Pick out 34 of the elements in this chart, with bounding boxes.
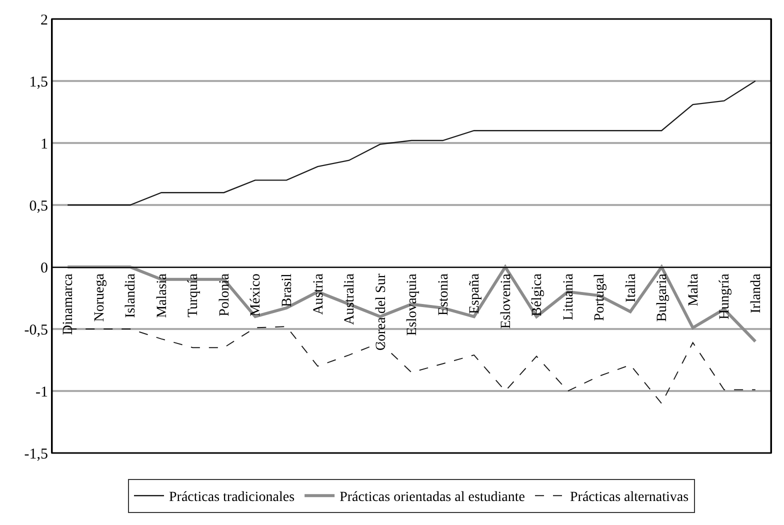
x-tick-label: Portugal (592, 274, 608, 322)
y-tick-label: -0,5 (24, 322, 48, 338)
x-tick-label: Turquía (186, 272, 202, 318)
x-tick-label: Lituania (561, 272, 576, 320)
x-tick-label: Australia (342, 272, 358, 325)
x-tick-label: Corea del Sur (374, 273, 389, 351)
x-tick-label: Islandia (124, 272, 139, 318)
x-tick-label: Bélgica (530, 272, 546, 316)
x-tick-label: Estonia (436, 272, 452, 316)
x-tick-label: Italia (624, 272, 639, 302)
legend-label: Prácticas alternativas (570, 490, 689, 506)
y-tick-label: -1 (36, 384, 48, 400)
legend-label: Prácticas orientadas al estudiante (340, 490, 525, 506)
y-tick-label: 2 (40, 12, 48, 28)
x-tick-label: Bulgaria (655, 272, 670, 322)
x-tick-label: España (468, 272, 483, 314)
x-tick-label: Eslovenia (498, 272, 514, 329)
y-tick-label: 0,5 (29, 198, 48, 214)
x-tick-label: México (248, 274, 264, 316)
x-tick-label: Eslovaquia (405, 272, 420, 336)
x-tick-label: Dinamarca (61, 272, 76, 336)
x-tick-label: Austria (311, 272, 326, 315)
y-tick-label: -1,5 (24, 446, 48, 462)
legend-label: Prácticas tradicionales (169, 490, 295, 506)
x-tick-label: Polonia (217, 272, 232, 316)
x-tick-label: Noruega (92, 272, 108, 322)
x-tick-label: Irlanda (748, 272, 764, 314)
y-tick-label: 1 (40, 136, 48, 152)
x-tick-label: Brasil (280, 274, 296, 308)
y-tick-label: 0 (40, 260, 48, 276)
x-tick-label: Malasia (154, 272, 170, 318)
x-tick-label: Hungría (718, 272, 733, 320)
y-tick-label: 1,5 (29, 74, 48, 90)
x-tick-label: Malta (686, 272, 702, 306)
